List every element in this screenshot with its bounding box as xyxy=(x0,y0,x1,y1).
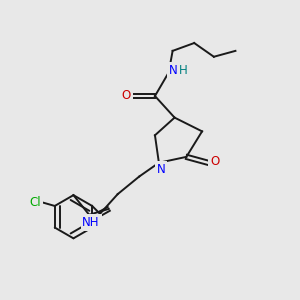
Text: O: O xyxy=(122,88,131,101)
Text: H: H xyxy=(179,64,188,77)
Text: O: O xyxy=(210,155,220,168)
Text: N: N xyxy=(169,64,178,77)
Text: NH: NH xyxy=(82,216,100,229)
Text: Cl: Cl xyxy=(29,196,41,208)
Text: N: N xyxy=(157,163,165,176)
